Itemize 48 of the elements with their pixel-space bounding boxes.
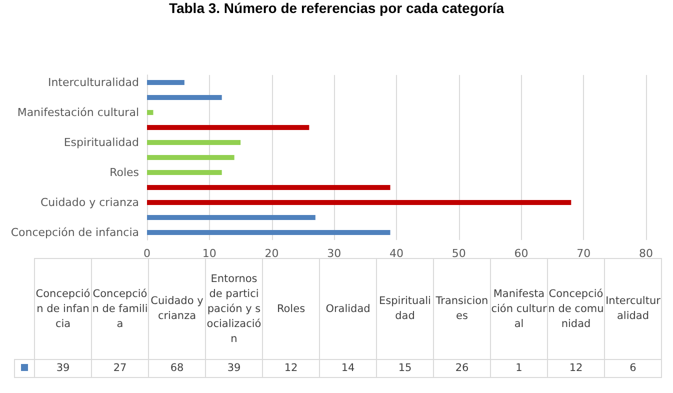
data-label: 12 (548, 360, 604, 378)
x-tick-label: 0 (144, 247, 150, 260)
category-label: Entornos de participación y socialización (206, 258, 262, 360)
category-label: Manifestación cultural (490, 258, 548, 360)
x-tick-label: 60 (514, 247, 528, 260)
data-label: 12 (262, 360, 320, 378)
bar (147, 125, 310, 130)
category-label: Transiciones (434, 258, 490, 360)
y-tick-label: Cuidado y crianza (40, 196, 139, 209)
x-tick-label: 50 (452, 247, 466, 260)
x-tick-label: 10 (202, 247, 216, 260)
bar (147, 110, 154, 115)
category-label: Interculturalidad (604, 258, 662, 360)
data-label: 26 (434, 360, 490, 378)
category-label: Concepción de familia (92, 258, 148, 360)
data-label: 6 (604, 360, 662, 378)
bar (147, 155, 234, 160)
data-label: 1 (490, 360, 548, 378)
bar (147, 200, 572, 205)
data-label: 27 (92, 360, 148, 378)
x-tick-label: 80 (639, 247, 653, 260)
data-label: 15 (376, 360, 434, 378)
y-tick-label: Roles (110, 166, 140, 179)
y-tick-label: Concepción de infancia (10, 226, 139, 239)
category-label: Concepción de comunidad (548, 258, 604, 360)
category-label: Cuidado y crianza (148, 258, 206, 360)
data-label: 39 (206, 360, 262, 378)
y-tick-label: Espiritualidad (64, 136, 139, 149)
x-tick-label: 30 (327, 247, 342, 260)
bar (147, 185, 390, 190)
x-tick-label: 20 (264, 247, 279, 260)
y-tick-label: Interculturalidad (48, 76, 139, 89)
x-tick-label: 70 (576, 247, 591, 260)
bar (147, 140, 241, 145)
y-tick-label: Manifestación cultural (17, 106, 139, 119)
bar (147, 230, 390, 235)
category-label: Oralidad (320, 258, 376, 360)
category-label: Espiritualidad (376, 258, 434, 360)
bar (147, 80, 184, 85)
bar (147, 170, 222, 175)
x-tick-label: 40 (390, 247, 404, 260)
data-label: 39 (34, 360, 92, 378)
data-label: 14 (320, 360, 376, 378)
chart-title: Tabla 3. Número de referencias por cada categoría (168, 0, 506, 16)
category-label: Roles (262, 258, 320, 360)
bar (147, 95, 222, 100)
bar (147, 215, 316, 220)
data-label: 68 (148, 360, 206, 378)
